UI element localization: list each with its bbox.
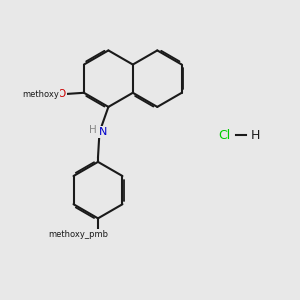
Text: H: H xyxy=(251,129,260,142)
Text: Cl: Cl xyxy=(218,129,230,142)
Text: methoxy_pmb: methoxy_pmb xyxy=(49,230,109,239)
Text: H: H xyxy=(89,125,97,135)
Text: O: O xyxy=(58,89,66,99)
Text: N: N xyxy=(99,127,107,137)
Text: O: O xyxy=(94,230,102,240)
Text: methoxy: methoxy xyxy=(22,90,59,99)
